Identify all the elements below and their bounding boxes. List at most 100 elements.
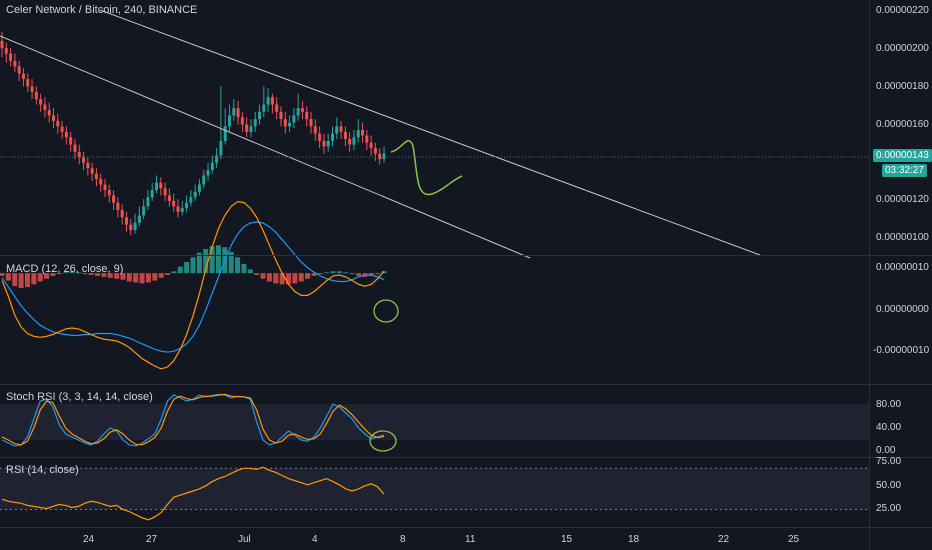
stoch-d-line [1, 393, 385, 446]
candle-body [266, 97, 270, 105]
price-tick: 0.00000220 [876, 5, 929, 16]
candle-body [232, 108, 236, 116]
candle-body [326, 140, 330, 147]
candle-body [292, 115, 296, 123]
candle-body [39, 99, 43, 105]
candle-body [270, 97, 274, 105]
candle-body [17, 66, 21, 74]
candle-body [343, 131, 347, 140]
macd-pane-title[interactable]: MACD (12, 26, close, 9) [6, 263, 124, 275]
macd-histogram-bar [50, 273, 56, 276]
candle-body [335, 126, 339, 134]
macd-histogram-bar [324, 272, 330, 274]
candle-body [361, 130, 365, 136]
candle-body [309, 119, 313, 127]
candle-body [193, 191, 197, 198]
candle-body [330, 133, 334, 141]
candle-body [245, 124, 249, 132]
macd-tick: 0.00000010 [876, 262, 929, 273]
candle-body [82, 157, 86, 163]
pane-divider-rsi[interactable] [0, 457, 932, 458]
macd-histogram-bar [133, 273, 139, 283]
candle-body [365, 135, 369, 143]
candle-body [159, 182, 163, 189]
macd-histogram-bar [0, 273, 5, 276]
stoch-rsi-pane-title[interactable]: Stoch RSI (3, 3, 14, 14, close) [6, 391, 153, 403]
candle-body [305, 111, 309, 120]
candle-body [253, 119, 257, 127]
macd-histogram-bar [171, 271, 177, 274]
candle-body [150, 190, 154, 198]
candle-body [86, 162, 90, 169]
price-axis-divider [869, 0, 870, 550]
candle-body [215, 155, 219, 163]
candle-body [34, 91, 38, 100]
time-tick: 4 [312, 534, 318, 545]
stoch-highlight-circle [369, 430, 397, 452]
macd-histogram-bar [158, 273, 164, 278]
candle-body [223, 126, 227, 141]
candle-body [318, 133, 322, 141]
macd-histogram-bar [145, 273, 151, 283]
pane-divider-stoch[interactable] [0, 384, 932, 385]
candle-body [283, 119, 287, 127]
candle-body [369, 142, 373, 149]
candle-body [373, 148, 377, 154]
macd-histogram-bar [343, 272, 349, 274]
macd-histogram-bar [209, 246, 215, 274]
candle-body [116, 202, 120, 210]
candle-body [120, 210, 124, 218]
candle-body [0, 40, 4, 49]
macd-histogram-bar [139, 273, 145, 284]
price-tick: 0.00000160 [876, 119, 929, 130]
candle-body [94, 173, 98, 180]
macd-signal-line [1, 200, 385, 370]
candle-body [180, 208, 184, 212]
candle-body [133, 222, 137, 230]
candle-body [103, 184, 107, 190]
macd-histogram-bar [152, 273, 158, 281]
candle-body [146, 197, 150, 207]
candle-body [142, 206, 146, 216]
time-tick: 15 [561, 534, 573, 545]
candle-body [155, 182, 159, 190]
macd-histogram-bar [254, 273, 260, 276]
candle-body [210, 162, 214, 170]
macd-macd-line [1, 221, 385, 353]
candle-body [288, 122, 292, 127]
time-tick: 8 [400, 534, 406, 545]
macd-histogram-bar [375, 273, 381, 275]
stoch-tick: 40.00 [876, 422, 902, 433]
candle-body [352, 137, 356, 145]
candle-body [73, 144, 77, 152]
macd-histogram-bar [75, 272, 81, 274]
macd-histogram-bar [292, 273, 298, 284]
candle-body [378, 153, 382, 160]
candle-body [185, 202, 189, 209]
candle-body [99, 179, 103, 185]
candle-body [206, 170, 210, 176]
pane-divider-macd[interactable] [0, 255, 932, 256]
candle-body [189, 197, 193, 203]
candle-body [137, 215, 141, 223]
time-tick: 11 [465, 534, 476, 545]
macd-histogram-bar [228, 251, 234, 274]
rsi-pane-title[interactable]: RSI (14, close) [6, 464, 79, 476]
macd-histogram-bar [184, 262, 190, 274]
candle-body [262, 104, 266, 112]
macd-histogram-bar [190, 257, 196, 274]
candle-body [172, 200, 176, 207]
candle-body [47, 110, 51, 116]
candle-body [202, 175, 206, 185]
candle-body [163, 188, 167, 196]
candle-body [90, 168, 94, 174]
macd-histogram-bar [381, 271, 387, 274]
candle-body [219, 140, 223, 156]
last-price-badge: 0.00000143 [873, 149, 932, 162]
macd-histogram-bar [349, 273, 355, 275]
macd-histogram-bar [279, 273, 285, 285]
macd-histogram-bar [241, 263, 247, 274]
projection-drawing [390, 140, 463, 196]
candle-body [176, 206, 180, 212]
